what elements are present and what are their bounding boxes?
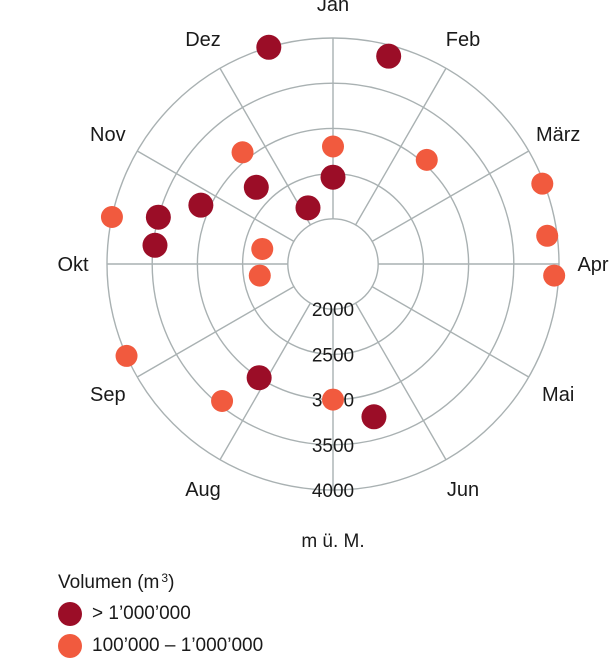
point-medium-11 bbox=[231, 141, 254, 164]
radial-tick-3500: 3500 bbox=[312, 436, 354, 457]
point-medium-8 bbox=[100, 206, 123, 229]
grid-spoke-2 bbox=[371, 150, 530, 243]
legend: Volumen (m 3) > 1’000’000 100’000 – 1’000… bbox=[58, 566, 263, 659]
month-label-Okt: Okt bbox=[57, 254, 89, 276]
legend-dot-medium-icon bbox=[58, 634, 82, 658]
month-label-Mai: Mai bbox=[542, 384, 574, 406]
month-label-März: März bbox=[536, 124, 580, 146]
point-medium-10 bbox=[248, 264, 271, 287]
month-label-Apr: Apr bbox=[577, 254, 608, 276]
legend-title: Volumen (m 3) bbox=[58, 571, 175, 593]
month-label-Dez: Dez bbox=[185, 29, 221, 51]
grid-spoke-5 bbox=[354, 302, 447, 461]
legend-label-large: > 1’000’000 bbox=[92, 603, 191, 624]
legend-item-large: > 1’000’000 bbox=[58, 601, 263, 627]
point-medium-9 bbox=[251, 237, 274, 260]
grid-ring-2000 bbox=[287, 218, 379, 310]
grid-spoke-11 bbox=[219, 67, 312, 226]
month-label-Sep: Sep bbox=[90, 384, 126, 406]
month-label-Jun: Jun bbox=[447, 479, 479, 501]
month-label-Jan: Jan bbox=[317, 0, 349, 16]
point-medium-3 bbox=[536, 224, 559, 247]
point-large-3 bbox=[188, 192, 214, 218]
legend-label-medium: 100’000 – 1’000’000 bbox=[92, 635, 264, 656]
point-medium-7 bbox=[115, 344, 138, 367]
point-medium-2 bbox=[531, 172, 554, 195]
point-large-9 bbox=[361, 404, 387, 430]
data-points bbox=[100, 34, 566, 430]
point-large-6 bbox=[243, 174, 269, 200]
month-label-Nov: Nov bbox=[90, 124, 126, 146]
radial-axis-label: m ü. M. bbox=[301, 531, 364, 552]
point-large-2 bbox=[246, 365, 272, 391]
point-large-4 bbox=[142, 232, 168, 258]
point-large-8 bbox=[256, 34, 282, 60]
point-large-1 bbox=[376, 43, 402, 69]
point-medium-6 bbox=[211, 389, 234, 412]
radial-tick-labels: 20002500300035004000 bbox=[312, 300, 354, 502]
month-label-Feb: Feb bbox=[446, 29, 480, 51]
month-labels: Jan Feb März Apr Mai Jun Aug Sep Okt Nov Dez bbox=[57, 0, 608, 501]
grid-spoke-8 bbox=[136, 285, 295, 378]
legend-item-medium: 100’000 – 1’000’000 bbox=[58, 633, 263, 659]
radial-tick-2000: 2000 bbox=[312, 300, 354, 321]
grid-spoke-10 bbox=[136, 150, 295, 243]
point-large-0 bbox=[320, 164, 346, 190]
point-medium-4 bbox=[543, 264, 566, 287]
month-label-Aug: Aug bbox=[185, 479, 221, 501]
radial-tick-4000: 4000 bbox=[312, 481, 354, 502]
point-large-5 bbox=[145, 204, 171, 230]
grid-spoke-4 bbox=[371, 285, 530, 378]
legend-dot-large-icon bbox=[58, 602, 82, 626]
point-medium-5 bbox=[322, 388, 344, 411]
grid-spoke-1 bbox=[354, 67, 447, 226]
point-large-7 bbox=[295, 195, 321, 221]
point-medium-1 bbox=[415, 148, 438, 171]
point-medium-0 bbox=[322, 135, 344, 158]
radial-tick-2500: 2500 bbox=[312, 345, 354, 366]
polar-grid bbox=[106, 37, 560, 491]
